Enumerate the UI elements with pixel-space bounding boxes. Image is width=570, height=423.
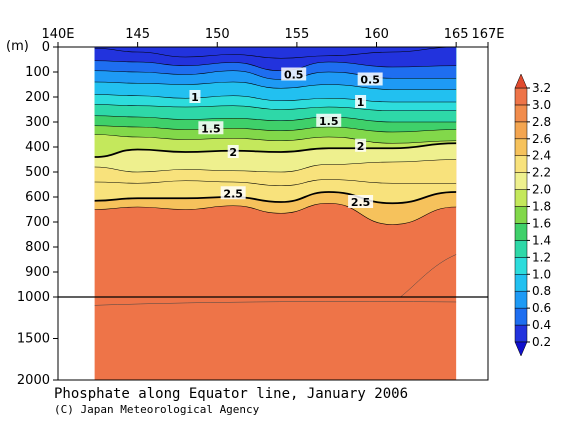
- contour-label: 1: [191, 91, 199, 104]
- colorbar-swatch: [514, 206, 528, 224]
- isoline-1-2: [94, 104, 457, 112]
- colorbar-label: 1.2: [532, 250, 551, 264]
- isoline-0-8: [94, 81, 457, 90]
- contour-label-bg: [348, 195, 374, 208]
- contour-label-bg: [357, 72, 383, 86]
- colorbar-label: 1.4: [532, 233, 551, 247]
- isoline-2: [94, 142, 457, 158]
- colorbar-swatch: [514, 274, 528, 292]
- contour-label-bg: [198, 121, 224, 135]
- y-tick-label: 1000: [17, 290, 50, 305]
- y-tick-label: 600: [25, 190, 50, 205]
- contour-band-top: [94, 47, 457, 59]
- colorbar-label: 0.2: [532, 335, 551, 349]
- colorbar-label: 0.4: [532, 318, 551, 332]
- colorbar-label: 1.8: [532, 200, 551, 214]
- isoline-0-6: [94, 70, 457, 80]
- chart-title: Phosphate along Equator line, January 20…: [54, 386, 408, 402]
- x-tick-label: 145: [125, 27, 150, 42]
- contour-label-bg: [220, 186, 246, 200]
- contour-label-bg: [281, 67, 307, 81]
- colorbar-label: 2.0: [532, 183, 551, 197]
- isoline-2-5: [94, 191, 457, 205]
- colorbar-label: 2.6: [532, 132, 551, 146]
- isoline-1-8: [94, 134, 457, 144]
- contour-label-bg: [355, 95, 367, 108]
- colorbar-swatch: [514, 172, 528, 190]
- contour-label: 1.5: [201, 122, 221, 135]
- y-tick-label: 700: [25, 215, 50, 230]
- colorbar-swatch: [514, 307, 528, 326]
- colorbar-swatch: [514, 240, 528, 258]
- colorbar-extend-high: [514, 73, 528, 89]
- y-tick-label: 100: [25, 65, 50, 80]
- colorbar-swatch: [514, 324, 528, 343]
- contour-label: 1.5: [319, 115, 339, 128]
- isoline-0-4: [94, 60, 457, 72]
- y-tick-label: 0: [42, 40, 50, 55]
- isoline-0-2: [94, 46, 457, 59]
- contour-label-bg: [227, 145, 239, 158]
- isoline-2-4: [94, 179, 457, 187]
- x-tick-label: 140E: [41, 27, 74, 42]
- plot-area: 0.5 0.5 1 1 1.5 1.5 2 2 2.5 2.5: [94, 46, 457, 380]
- isoline-2-2: [94, 159, 457, 173]
- colorbar-label: 2.4: [532, 149, 551, 163]
- isoline-1-6: [94, 125, 457, 133]
- y-tick-label: 1500: [17, 332, 50, 347]
- colorbar-label: 0.6: [532, 301, 551, 315]
- contour-label: 0.5: [360, 74, 380, 87]
- contour-label: 2: [357, 140, 365, 153]
- colorbar-label: 3.2: [532, 81, 551, 95]
- x-tick-label: 167E: [471, 27, 504, 42]
- contour-label: 0.5: [284, 69, 304, 82]
- colorbar-label: 2.8: [532, 115, 551, 129]
- colorbar-swatch: [514, 138, 528, 156]
- contour-label: 2.5: [351, 196, 371, 209]
- y-tick-label: 300: [25, 115, 50, 130]
- y-tick-label: 900: [25, 265, 50, 280]
- contour-label-bg: [189, 90, 201, 103]
- east-isoline: [400, 254, 457, 298]
- contour-label: 1: [357, 96, 365, 109]
- x-tick-label: 165: [444, 27, 469, 42]
- colorbar: 0.2 0.4 0.6 0.8 1.0 1.2 1.4 1.6 1.8 2.0 2.2 2.4 2.6 2…: [514, 73, 551, 357]
- axes: 140E 145 150 155 160 165 167E 0 100 200 300 400 500 6…: [17, 27, 505, 388]
- contour-label-bg: [355, 138, 367, 152]
- colorbar-label: 3.0: [532, 98, 551, 112]
- contour-label-bg: [316, 113, 342, 127]
- y-unit-label: (m): [6, 39, 29, 54]
- colorbar-label: 2.2: [532, 166, 551, 180]
- deep-isoline: [94, 301, 457, 306]
- x-tick-label: 160: [364, 27, 389, 42]
- colorbar-extend-low: [514, 341, 528, 357]
- contour-label: 2: [229, 146, 237, 159]
- colorbar-swatch: [514, 189, 528, 207]
- colorbar-label: 1.6: [532, 216, 551, 230]
- colorbar-swatch: [514, 87, 528, 106]
- chart-credit: (C) Japan Meteorological Agency: [54, 403, 260, 416]
- colorbar-swatch: [514, 121, 528, 140]
- colorbar-label: 1.0: [532, 267, 551, 281]
- isoline-1-4: [94, 115, 457, 123]
- colorbar-label: 0.8: [532, 284, 551, 298]
- y-tick-label: 400: [25, 140, 50, 155]
- colorbar-swatch: [514, 290, 528, 309]
- y-tick-label: 500: [25, 165, 50, 180]
- y-tick-label: 800: [25, 240, 50, 255]
- y-tick-label: 200: [25, 90, 50, 105]
- x-tick-label: 155: [284, 27, 309, 42]
- y-tick-label: 2000: [17, 373, 50, 388]
- colorbar-swatch: [514, 155, 528, 173]
- colorbar-swatch: [514, 223, 528, 241]
- colorbar-swatch: [514, 104, 528, 123]
- plot-frame: [57, 46, 489, 381]
- colorbar-swatch: [514, 257, 528, 275]
- x-tick-label: 150: [205, 27, 230, 42]
- contour-label: 2.5: [223, 187, 243, 200]
- isoline-1: [94, 94, 457, 103]
- isoline-2-6: [94, 202, 457, 225]
